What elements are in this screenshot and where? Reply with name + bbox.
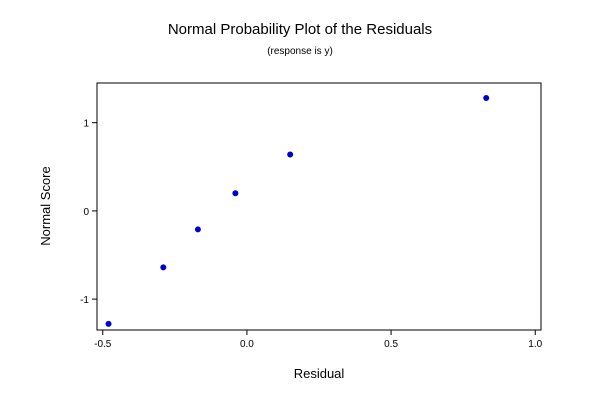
y-tick-label: 0 [83,207,89,218]
y-axis: -1 0 1 [80,119,97,306]
y-tick-label: -1 [80,295,89,306]
x-tick-label: -0.5 [94,339,112,350]
data-points [105,94,490,327]
x-axis: -0.5 0.0 0.5 1.0 [94,330,543,350]
data-point [105,320,112,327]
x-tick-label: 1.0 [528,339,542,350]
data-point [194,226,201,233]
y-axis-label: Normal Score [38,166,53,245]
chart-subtitle: (response is y) [267,46,333,57]
data-point [232,190,239,197]
y-tick-label: 1 [83,119,89,130]
plot-frame [96,82,542,331]
data-point [160,264,167,271]
x-axis-label: Residual [294,366,345,381]
chart-title: Normal Probability Plot of the Residuals [168,21,432,38]
data-point [483,94,490,101]
data-point [287,151,294,158]
x-tick-label: 0.5 [384,339,398,350]
x-tick-label: 0.0 [240,339,254,350]
